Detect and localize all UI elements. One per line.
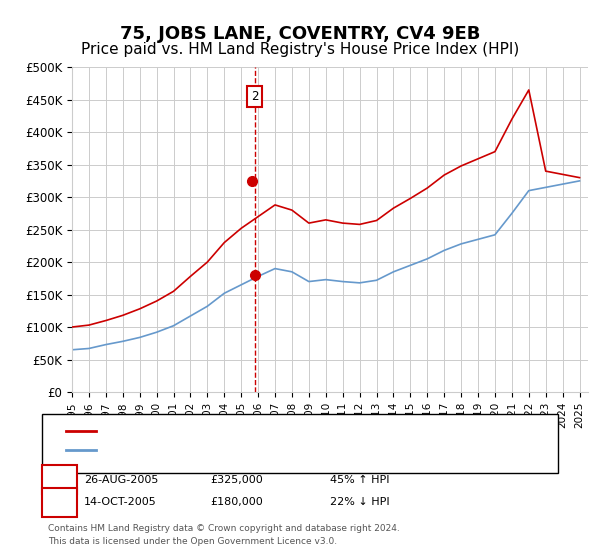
Text: 26-AUG-2005: 26-AUG-2005 bbox=[84, 475, 158, 485]
Text: Contains HM Land Registry data © Crown copyright and database right 2024.: Contains HM Land Registry data © Crown c… bbox=[48, 524, 400, 533]
Text: £180,000: £180,000 bbox=[210, 497, 263, 507]
Text: 1: 1 bbox=[56, 475, 63, 485]
Text: 75, JOBS LANE, COVENTRY, CV4 9EB: 75, JOBS LANE, COVENTRY, CV4 9EB bbox=[120, 25, 480, 43]
Text: This data is licensed under the Open Government Licence v3.0.: This data is licensed under the Open Gov… bbox=[48, 537, 337, 546]
Text: 22% ↓ HPI: 22% ↓ HPI bbox=[330, 497, 389, 507]
Text: 14-OCT-2005: 14-OCT-2005 bbox=[84, 497, 157, 507]
Text: HPI: Average price, detached house, Coventry: HPI: Average price, detached house, Cove… bbox=[102, 445, 343, 455]
Text: 2: 2 bbox=[251, 90, 258, 103]
Text: 45% ↑ HPI: 45% ↑ HPI bbox=[330, 475, 389, 485]
Text: £325,000: £325,000 bbox=[210, 475, 263, 485]
Text: 75, JOBS LANE, COVENTRY, CV4 9EB (detached house): 75, JOBS LANE, COVENTRY, CV4 9EB (detach… bbox=[102, 426, 386, 436]
Text: 2: 2 bbox=[56, 497, 63, 507]
Text: Price paid vs. HM Land Registry's House Price Index (HPI): Price paid vs. HM Land Registry's House … bbox=[81, 42, 519, 57]
